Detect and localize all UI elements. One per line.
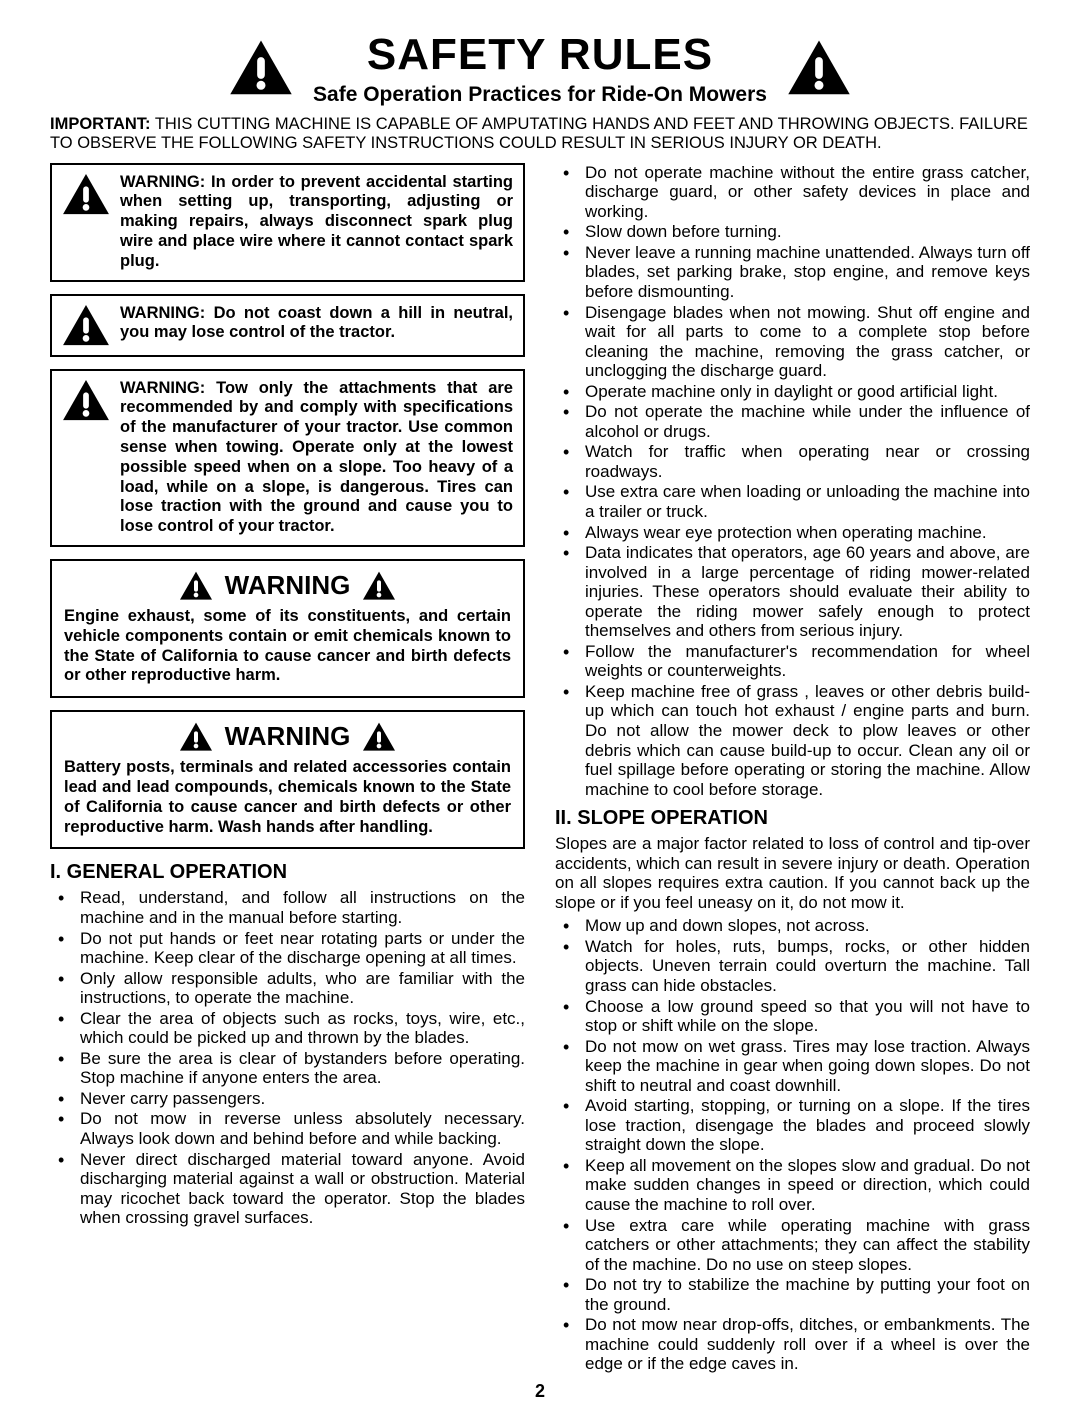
list-item: Mow up and down slopes, not across. [555,916,1030,936]
title-block: SAFETY RULES Safe Operation Practices fo… [313,30,767,107]
list-item: Do not operate machine without the entir… [555,163,1030,222]
list-item: Disengage blades when not mowing. Shut o… [555,303,1030,381]
list-item: Never leave a running machine unattended… [555,243,1030,302]
warning-icon [787,39,851,97]
important-notice: IMPORTANT: THIS CUTTING MACHINE IS CAPAB… [50,115,1030,153]
slope-intro: Slopes are a major factor related to los… [555,834,1030,912]
list-item: Do not operate the machine while under t… [555,402,1030,441]
warning-icon [62,304,110,347]
list-item: Be sure the area is clear of bystanders … [50,1049,525,1088]
warning-body: Battery posts, terminals and related acc… [64,758,511,837]
list-item: Do not mow in reverse unless absolutely … [50,1109,525,1148]
warning-box: WARNING: Tow only the attachments that a… [50,369,525,547]
warning-icon [229,39,293,97]
warning-icon [179,571,213,601]
page-number: 2 [50,1381,1030,1402]
list-item: Read, understand, and follow all instruc… [50,888,525,927]
list-item: Watch for traffic when operating near or… [555,442,1030,481]
list-item: Use extra care while operating machine w… [555,1216,1030,1275]
list-item: Do not mow near drop-offs, ditches, or e… [555,1315,1030,1374]
list-item: Keep all movement on the slopes slow and… [555,1156,1030,1215]
warning-header-row: WARNING [64,722,511,752]
warning-box: WARNING: Do not coast down a hill in neu… [50,294,525,357]
list-item: Follow the manufacturer's recommendation… [555,642,1030,681]
list-item: Always wear eye protection when operatin… [555,523,1030,543]
list-item: Use extra care when loading or unloading… [555,482,1030,521]
warning-box: WARNING: In order to prevent accidental … [50,163,525,282]
list-item: Slow down before turning. [555,222,1030,242]
list-item: Choose a low ground speed so that you wi… [555,997,1030,1036]
warning-icon [62,379,110,422]
warning-label: WARNING [225,571,351,601]
warning-icon [62,173,110,216]
warning-text: WARNING: Tow only the attachments that a… [120,379,513,537]
important-body: THIS CUTTING MACHINE IS CAPABLE OF AMPUT… [50,115,1028,152]
warning-body: Engine exhaust, some of its constituents… [64,607,511,686]
list-item: Never carry passengers. [50,1089,525,1109]
list-item: Operate machine only in daylight or good… [555,382,1030,402]
page-subtitle: Safe Operation Practices for Ride-On Mow… [313,83,767,107]
general-bullets-b: Do not operate machine without the entir… [555,163,1030,800]
list-item: Only allow responsible adults, who are f… [50,969,525,1008]
important-label: IMPORTANT: [50,115,151,133]
warning-header-box: WARNING Battery posts, terminals and rel… [50,710,525,849]
header: SAFETY RULES Safe Operation Practices fo… [50,30,1030,107]
warning-label: WARNING [225,722,351,752]
section-heading-general: I. GENERAL OPERATION [50,861,525,884]
content-columns: WARNING: In order to prevent accidental … [50,163,1030,1375]
list-item: Never direct discharged material toward … [50,1150,525,1228]
warning-icon [362,722,396,752]
list-item: Do not try to stabilize the machine by p… [555,1275,1030,1314]
general-bullets-a: Read, understand, and follow all instruc… [50,888,525,1227]
page-title: SAFETY RULES [313,30,767,81]
warning-text: WARNING: Do not coast down a hill in neu… [120,304,513,344]
section-heading-slope: II. SLOPE OPERATION [555,807,1030,830]
warning-header-box: WARNING Engine exhaust, some of its cons… [50,559,525,698]
warning-icon [179,722,213,752]
warning-text: WARNING: In order to prevent accidental … [120,173,513,272]
slope-bullets: Mow up and down slopes, not across.Watch… [555,916,1030,1374]
list-item: Data indicates that operators, age 60 ye… [555,543,1030,641]
list-item: Watch for holes, ruts, bumps, rocks, or … [555,937,1030,996]
list-item: Clear the area of objects such as rocks,… [50,1009,525,1048]
warning-icon [362,571,396,601]
list-item: Keep machine free of grass , leaves or o… [555,682,1030,799]
list-item: Avoid starting, stopping, or turning on … [555,1096,1030,1155]
list-item: Do not mow on wet grass. Tires may lose … [555,1037,1030,1096]
warning-header-row: WARNING [64,571,511,601]
list-item: Do not put hands or feet near rotating p… [50,929,525,968]
